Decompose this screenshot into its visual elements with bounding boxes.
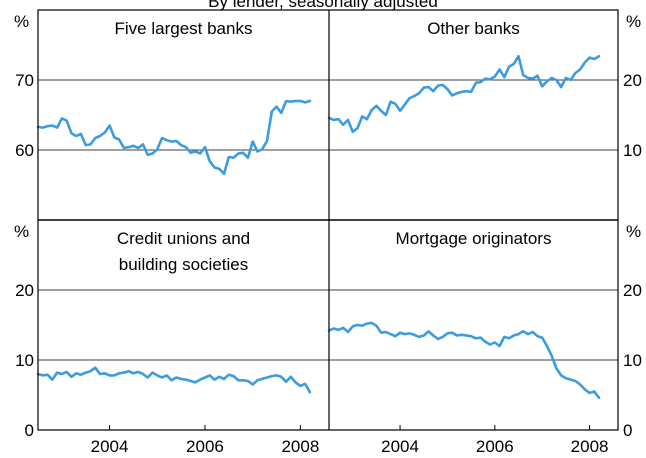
panel-2: 10 20% Other banks bbox=[327, 12, 642, 160]
series-line bbox=[327, 54, 601, 134]
y-tick-label: 20 bbox=[15, 281, 34, 300]
unit-label: % bbox=[14, 12, 29, 31]
y-tick-label: 10 bbox=[623, 141, 642, 160]
unit-label: % bbox=[626, 12, 641, 31]
y-tick-label: 20 bbox=[623, 71, 642, 90]
x-tick-label: 2006 bbox=[186, 437, 224, 456]
x-tick-label: 2008 bbox=[281, 437, 319, 456]
y-tick-label: 0 bbox=[623, 421, 632, 440]
x-tick-label: 2006 bbox=[476, 437, 514, 456]
panel-title: Credit unions and bbox=[117, 229, 250, 248]
y-tick-label: 10 bbox=[15, 351, 34, 370]
series-line bbox=[36, 99, 312, 176]
panel-title: Mortgage originators bbox=[396, 229, 552, 248]
y-tick-label: 0 bbox=[25, 421, 34, 440]
y-tick-label: 60 bbox=[15, 141, 34, 160]
series-line bbox=[327, 321, 601, 400]
chart-subtitle: By lender, seasonally adjusted bbox=[208, 0, 438, 11]
unit-label: % bbox=[626, 222, 641, 241]
panel-title: Other banks bbox=[427, 19, 520, 38]
panel-1: 60 70% Five largest banks bbox=[14, 12, 329, 176]
y-tick-label: 10 bbox=[623, 351, 642, 370]
series-line bbox=[36, 366, 312, 394]
panel-title: building societies bbox=[119, 255, 248, 274]
panel-frame bbox=[37, 9, 619, 431]
y-tick-label: 20 bbox=[623, 281, 642, 300]
panel-title: Five largest banks bbox=[115, 19, 253, 38]
x-tick-label: 2008 bbox=[571, 437, 609, 456]
y-tick-label: 70 bbox=[15, 71, 34, 90]
x-tick-label: 2004 bbox=[91, 437, 129, 456]
panel-4: 0 10 20% Mortgage originators 2004 2006 2008 bbox=[327, 222, 642, 456]
x-tick-label: 2004 bbox=[381, 437, 419, 456]
panel-3: 0 10 20% Credit unions and building societie… bbox=[14, 222, 329, 456]
unit-label: % bbox=[14, 222, 29, 241]
